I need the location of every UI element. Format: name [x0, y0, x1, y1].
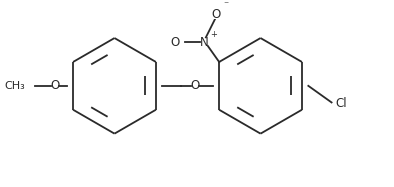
Text: ⁻: ⁻ — [223, 1, 229, 10]
Text: +: + — [210, 30, 217, 39]
Text: CH₃: CH₃ — [4, 81, 25, 91]
Text: O: O — [212, 8, 221, 21]
Text: O: O — [190, 79, 200, 92]
Text: O: O — [170, 36, 179, 49]
Text: O: O — [50, 79, 59, 92]
Text: Cl: Cl — [335, 97, 346, 110]
Text: N: N — [200, 36, 209, 49]
